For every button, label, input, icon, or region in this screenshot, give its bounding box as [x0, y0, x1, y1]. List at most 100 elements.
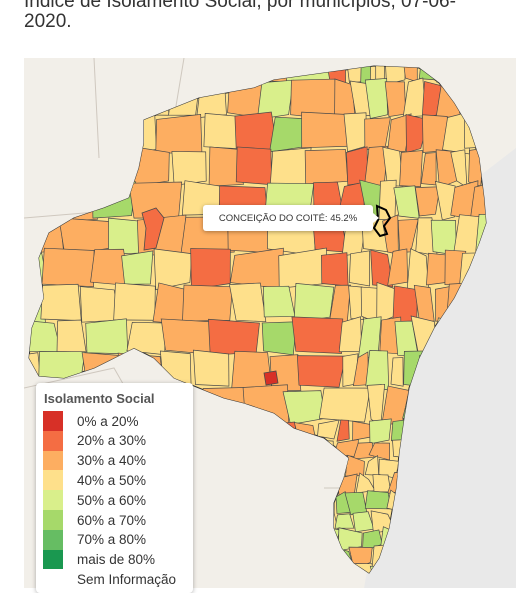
municipality[interactable] [235, 146, 272, 186]
municipality[interactable] [370, 249, 394, 288]
municipality[interactable] [364, 581, 391, 588]
municipality[interactable] [413, 284, 435, 324]
municipality[interactable] [334, 513, 355, 529]
municipality[interactable] [394, 564, 415, 586]
municipality[interactable] [208, 146, 244, 187]
municipality[interactable] [420, 544, 440, 570]
municipality[interactable] [443, 424, 463, 440]
municipality[interactable] [386, 489, 408, 513]
municipality[interactable] [395, 531, 418, 552]
municipality[interactable] [40, 283, 82, 322]
municipality[interactable] [415, 436, 431, 462]
municipality[interactable] [460, 420, 481, 444]
municipality[interactable] [372, 474, 392, 493]
municipality[interactable] [321, 252, 349, 287]
municipality[interactable] [155, 114, 203, 154]
municipality[interactable] [501, 581, 516, 588]
municipality[interactable] [384, 58, 407, 85]
municipality[interactable] [291, 316, 344, 354]
municipality[interactable] [121, 250, 154, 285]
municipality[interactable] [380, 526, 400, 547]
municipality[interactable] [423, 471, 441, 493]
municipality[interactable] [369, 418, 392, 445]
municipality[interactable] [471, 352, 495, 391]
municipality[interactable] [494, 566, 512, 584]
municipality[interactable] [465, 282, 492, 324]
municipality[interactable] [495, 422, 516, 438]
municipality[interactable] [492, 321, 516, 358]
municipality[interactable] [487, 442, 505, 461]
municipality[interactable] [451, 438, 469, 463]
municipality[interactable] [472, 418, 499, 443]
municipality[interactable] [494, 456, 516, 480]
municipality[interactable] [487, 582, 504, 588]
municipality[interactable] [461, 514, 488, 533]
municipality[interactable] [471, 317, 494, 355]
municipality[interactable] [500, 219, 516, 254]
municipality[interactable] [476, 584, 486, 588]
municipality[interactable] [317, 419, 340, 440]
municipality[interactable] [336, 419, 350, 442]
municipality[interactable] [474, 528, 492, 552]
municipality[interactable] [435, 581, 444, 588]
municipality[interactable] [190, 248, 231, 290]
municipality[interactable] [365, 350, 390, 391]
municipality[interactable] [346, 146, 368, 186]
municipality[interactable] [348, 250, 370, 287]
municipality[interactable] [480, 385, 502, 427]
municipality[interactable] [430, 562, 444, 587]
municipality[interactable] [438, 352, 459, 393]
municipality[interactable] [424, 490, 450, 517]
municipality[interactable] [470, 182, 492, 220]
municipality[interactable] [502, 440, 516, 460]
municipality[interactable] [208, 318, 260, 356]
municipality[interactable] [392, 439, 409, 458]
municipality[interactable] [457, 563, 486, 586]
municipality[interactable] [414, 186, 441, 217]
municipality[interactable] [390, 509, 409, 531]
municipality[interactable] [422, 383, 449, 424]
municipality[interactable] [488, 287, 509, 320]
municipality[interactable] [440, 509, 461, 534]
municipality[interactable] [407, 419, 424, 445]
municipality[interactable] [446, 282, 467, 324]
municipality[interactable] [390, 357, 404, 387]
municipality[interactable] [269, 116, 306, 153]
municipality[interactable] [436, 471, 455, 499]
municipality[interactable] [113, 282, 156, 321]
municipality[interactable] [229, 282, 267, 323]
municipality[interactable] [399, 150, 423, 188]
municipality[interactable] [403, 350, 427, 388]
municipality[interactable] [382, 146, 404, 187]
municipality[interactable] [193, 349, 230, 387]
municipality[interactable] [492, 527, 509, 550]
municipality[interactable] [427, 459, 451, 479]
municipality[interactable] [85, 318, 129, 355]
municipality[interactable] [318, 387, 371, 423]
municipality[interactable] [455, 544, 479, 569]
municipality[interactable] [480, 508, 502, 534]
municipality[interactable] [481, 565, 499, 587]
municipality[interactable] [465, 454, 482, 479]
municipality[interactable] [403, 509, 430, 531]
municipality[interactable] [401, 581, 419, 588]
municipality[interactable] [426, 252, 448, 286]
municipality[interactable] [459, 582, 478, 588]
municipality[interactable] [261, 321, 298, 356]
municipality[interactable] [494, 249, 512, 287]
municipality[interactable] [447, 387, 468, 423]
municipality[interactable] [79, 286, 120, 323]
municipality[interactable] [338, 316, 363, 353]
municipality[interactable] [446, 526, 465, 551]
municipality[interactable] [452, 472, 478, 491]
municipality[interactable] [462, 495, 489, 511]
municipality[interactable] [412, 527, 434, 551]
municipality[interactable] [152, 282, 187, 325]
municipality[interactable] [499, 509, 516, 529]
municipality[interactable] [386, 582, 406, 588]
municipality[interactable] [384, 81, 406, 117]
municipality[interactable] [413, 561, 436, 587]
municipality[interactable] [407, 454, 430, 475]
municipality[interactable] [56, 319, 87, 353]
municipality[interactable] [301, 111, 352, 149]
